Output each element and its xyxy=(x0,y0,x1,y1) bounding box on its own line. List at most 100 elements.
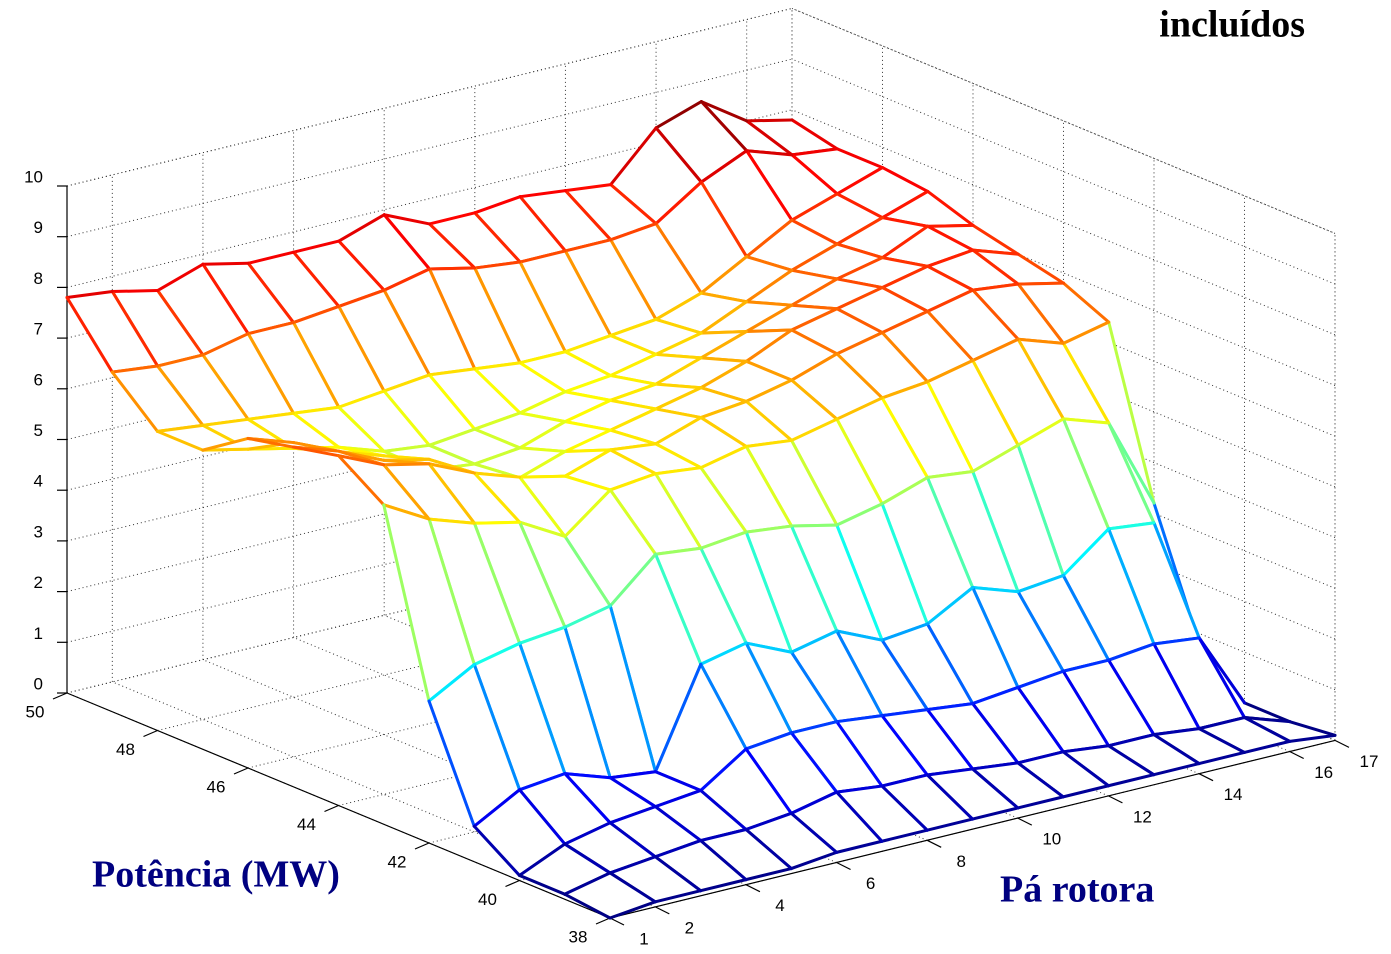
mesh-edge xyxy=(608,855,657,875)
surface-face xyxy=(565,489,656,606)
surface-face xyxy=(1018,418,1109,576)
surface-face xyxy=(1018,339,1109,423)
mesh-edge xyxy=(473,411,522,431)
surface-face xyxy=(1063,322,1154,504)
mesh-edge xyxy=(1016,685,1065,754)
mesh-edge xyxy=(880,224,930,260)
surface-face xyxy=(383,504,475,702)
surface-face xyxy=(791,148,883,194)
mesh-edge xyxy=(654,466,703,476)
surface-face xyxy=(202,263,294,334)
mesh-edge xyxy=(428,222,477,270)
mesh-edge xyxy=(880,286,930,313)
mesh-edge xyxy=(518,625,567,645)
surface-face xyxy=(1108,522,1200,644)
mesh-edge xyxy=(382,213,431,271)
mesh-edge xyxy=(563,398,612,424)
mesh-edge xyxy=(518,361,567,394)
surface-face xyxy=(565,449,656,490)
mesh-edge xyxy=(699,878,748,893)
mesh-edge xyxy=(563,474,612,492)
mesh-edge xyxy=(1242,739,1292,754)
mesh-edge xyxy=(609,374,658,386)
mesh-edge xyxy=(744,328,794,334)
mesh-edge xyxy=(427,462,476,475)
mesh-edge xyxy=(789,790,839,815)
mesh-edge xyxy=(472,788,522,828)
mesh-edge xyxy=(608,805,657,825)
mesh-edge xyxy=(608,407,658,432)
mesh-edge xyxy=(744,524,793,534)
x-axis xyxy=(609,739,1336,919)
mesh-edge xyxy=(1107,527,1156,646)
mesh-edge xyxy=(654,442,703,470)
mesh-edge xyxy=(608,776,657,809)
mesh-edge xyxy=(699,747,748,792)
x-tick-label: 16 xyxy=(1314,763,1333,782)
mesh-edge xyxy=(382,463,431,521)
mesh-edge xyxy=(518,520,567,538)
mesh-edge xyxy=(609,398,658,411)
mesh-edge xyxy=(563,892,612,920)
surface-face xyxy=(701,330,792,362)
grid-line xyxy=(66,464,793,643)
mesh-edge xyxy=(744,328,794,363)
mesh-edge xyxy=(880,216,930,228)
mesh-edge xyxy=(563,821,612,846)
mesh-edge xyxy=(926,288,975,313)
x-tick xyxy=(655,906,670,915)
mesh-edge xyxy=(971,443,1020,474)
y-tick xyxy=(233,767,249,775)
mesh-edge xyxy=(699,359,748,390)
mesh-edge xyxy=(925,622,975,706)
mesh-edge xyxy=(835,352,884,400)
mesh-edge xyxy=(744,378,794,403)
mesh-edge xyxy=(880,622,929,642)
mesh-edge xyxy=(1107,521,1156,531)
mesh-edge xyxy=(926,189,975,227)
x-tick xyxy=(1198,773,1214,782)
mesh-edge xyxy=(156,364,205,427)
mesh-edge xyxy=(835,629,884,718)
mesh-edge xyxy=(472,641,522,667)
surface-face xyxy=(791,630,882,722)
surface-face xyxy=(791,419,883,526)
surface-face xyxy=(836,715,928,787)
mesh-edge xyxy=(653,805,703,843)
mesh-edge xyxy=(518,446,567,453)
mesh-edge xyxy=(699,255,749,295)
mesh-edge xyxy=(790,192,839,222)
mesh-edge xyxy=(653,788,703,809)
mesh-edge xyxy=(563,625,612,780)
mesh-edge xyxy=(1197,716,1246,731)
surface-face xyxy=(791,244,883,279)
surface-face xyxy=(429,664,520,827)
mesh-edge xyxy=(110,289,160,294)
z-tick-label: 7 xyxy=(34,320,43,339)
mesh-edge xyxy=(699,788,748,831)
mesh-edge xyxy=(246,261,295,325)
surface-face xyxy=(655,548,747,665)
mesh-edge xyxy=(880,502,929,626)
surface-face xyxy=(565,239,656,336)
mesh-edge xyxy=(609,334,658,356)
mesh-edge xyxy=(518,520,567,629)
mesh-edge xyxy=(745,149,794,157)
mesh-edge xyxy=(427,663,476,703)
mesh-edge xyxy=(654,356,703,386)
mesh-edge xyxy=(472,520,522,525)
mesh-edge xyxy=(1016,281,1065,286)
surface-face xyxy=(1199,717,1290,753)
mesh-edge xyxy=(1061,784,1110,799)
mesh-edge xyxy=(609,183,658,226)
mesh-edge xyxy=(835,720,884,788)
mesh-edge xyxy=(926,248,975,268)
mesh-edge xyxy=(608,448,658,476)
mesh-edge xyxy=(1106,773,1156,788)
grid-line xyxy=(157,552,883,731)
surface-face xyxy=(610,384,702,409)
mesh-edge xyxy=(790,307,839,332)
mesh-edge xyxy=(835,192,884,220)
grid-line xyxy=(66,362,793,542)
surface-face xyxy=(655,467,747,549)
